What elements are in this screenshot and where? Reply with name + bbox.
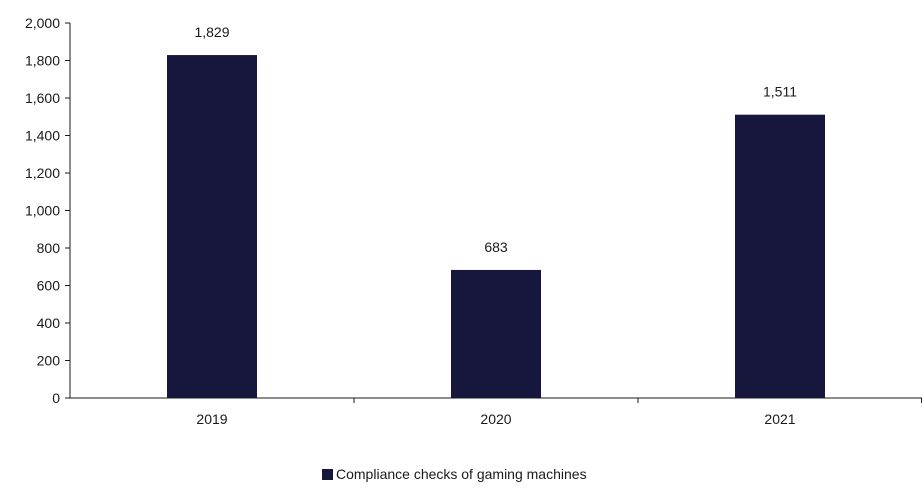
legend-label: Compliance checks of gaming machines <box>336 466 587 482</box>
y-tick-label: 400 <box>37 315 61 331</box>
x-axis: 2019 2020 2021 <box>70 397 922 427</box>
y-tick-label: 1,800 <box>25 53 60 69</box>
data-label-2019: 1,829 <box>194 24 229 40</box>
y-tick-label: 2,000 <box>25 15 60 31</box>
y-tick-label: 1,600 <box>25 90 60 106</box>
data-labels: 1,829 683 1,511 <box>194 24 797 255</box>
y-tick-label: 600 <box>37 278 61 294</box>
y-tick-label: 0 <box>52 390 60 406</box>
bar-2021 <box>735 114 825 398</box>
y-axis: 0 200 400 600 800 1,000 1,200 1,400 1,600 1,800 2,… <box>25 15 71 406</box>
data-label-2021: 1,511 <box>763 84 797 100</box>
y-tick-label: 800 <box>37 240 61 256</box>
y-tick-label: 200 <box>37 353 61 369</box>
bar-2019 <box>167 55 257 398</box>
x-tick-label: 2019 <box>196 411 227 427</box>
y-tick-label: 1,200 <box>25 165 60 181</box>
bar-2020 <box>451 269 541 398</box>
data-label-2020: 683 <box>484 239 508 255</box>
y-tick-label: 1,000 <box>25 203 60 219</box>
bars <box>167 55 825 398</box>
x-tick-label: 2021 <box>764 411 795 427</box>
x-tick-label: 2020 <box>480 411 511 427</box>
legend-swatch <box>322 469 333 480</box>
legend: Compliance checks of gaming machines <box>322 466 587 482</box>
y-tick-label: 1,400 <box>25 128 60 144</box>
